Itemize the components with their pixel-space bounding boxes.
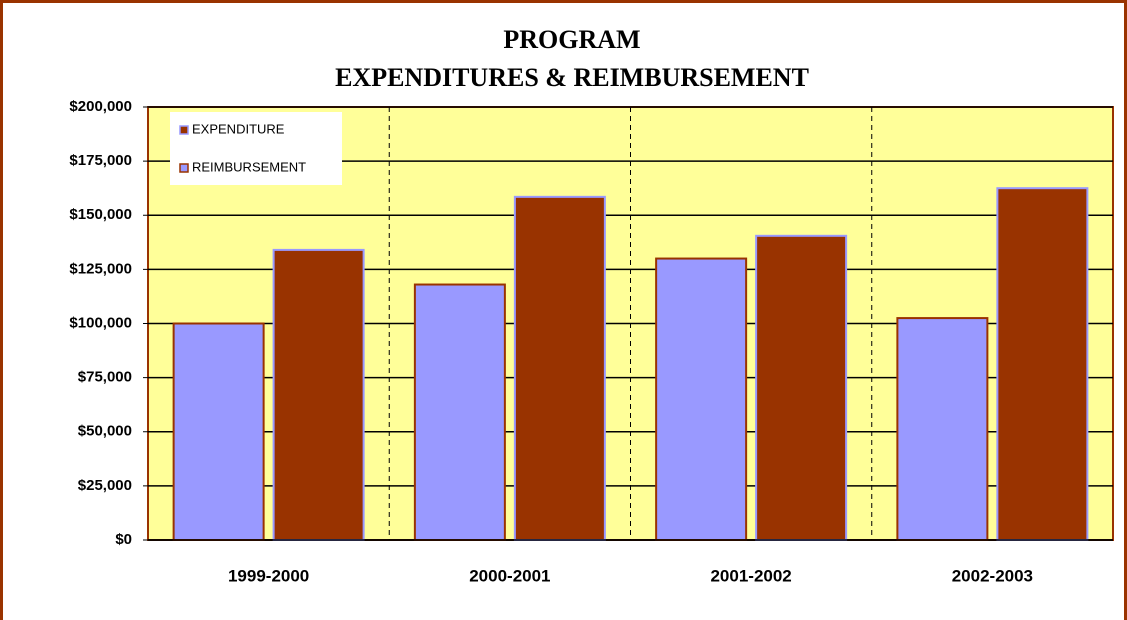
y-tick-label: $200,000 <box>69 98 132 115</box>
legend-label: REIMBURSEMENT <box>192 159 306 174</box>
bar <box>513 195 606 541</box>
bar <box>172 322 265 541</box>
y-tick-label: $125,000 <box>69 260 132 277</box>
bar <box>655 257 748 541</box>
x-tick-label: 2001-2002 <box>710 566 791 585</box>
x-tick-label: 2002-2003 <box>952 566 1033 585</box>
y-tick-label: $25,000 <box>78 477 132 494</box>
y-tick-label: $150,000 <box>69 206 132 223</box>
x-tick-label: 1999-2000 <box>228 566 309 585</box>
bar <box>272 248 365 541</box>
x-tick-label: 2000-2001 <box>469 566 550 585</box>
legend-swatch <box>179 163 189 173</box>
y-tick-label: $50,000 <box>78 423 132 440</box>
legend <box>170 112 342 185</box>
bar <box>896 317 989 541</box>
bar <box>996 187 1089 541</box>
legend-label: EXPENDITURE <box>192 121 285 136</box>
legend-swatch <box>179 125 189 135</box>
y-tick-label: $100,000 <box>69 314 132 331</box>
bar <box>413 283 506 541</box>
chart-title: PROGRAM <box>503 25 640 54</box>
bar <box>755 234 848 541</box>
chart-title: EXPENDITURES & REIMBURSEMENT <box>335 63 809 92</box>
y-tick-label: $75,000 <box>78 369 132 386</box>
y-tick-label: $0 <box>115 531 132 548</box>
y-tick-label: $175,000 <box>69 152 132 169</box>
